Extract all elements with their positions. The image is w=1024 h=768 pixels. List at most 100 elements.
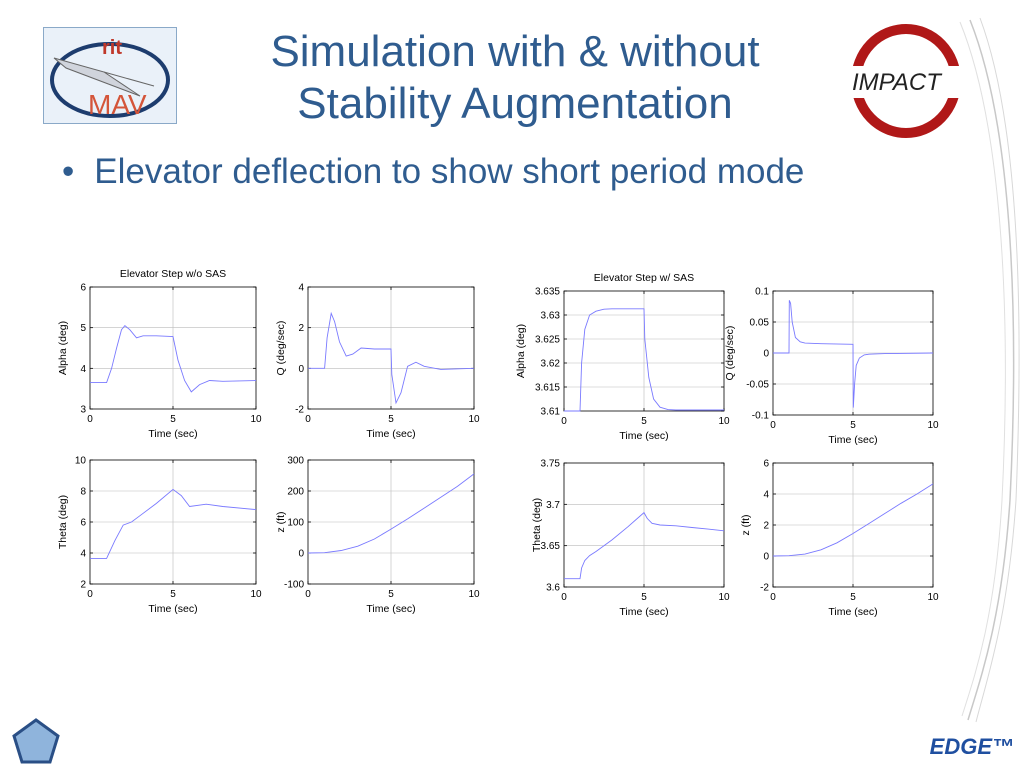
y-tick-label: 0.05 bbox=[750, 318, 770, 329]
y-tick-label: 3.63 bbox=[541, 311, 561, 322]
edge-brand: EDGE™ bbox=[929, 734, 1014, 759]
bullet-point: • Elevator deflection to show short perio… bbox=[62, 152, 804, 192]
x-tick-label: 10 bbox=[927, 420, 939, 431]
x-tick-label: 5 bbox=[641, 416, 647, 427]
y-tick-label: 3.65 bbox=[541, 541, 561, 552]
x-tick-label: 10 bbox=[250, 414, 262, 425]
y-tick-label: 2 bbox=[763, 521, 769, 532]
y-tick-label: 0 bbox=[763, 552, 769, 563]
x-tick-label: 5 bbox=[170, 414, 176, 425]
slide-title: Simulation with & without Stability Augm… bbox=[200, 26, 830, 130]
series-line-0 bbox=[90, 488, 257, 559]
y-tick-label: 10 bbox=[75, 456, 87, 467]
x-axis-label: Time (sec) bbox=[148, 428, 197, 440]
x-tick-label: 0 bbox=[87, 589, 93, 600]
x-axis-label: Time (sec) bbox=[148, 603, 197, 615]
x-axis-label: Time (sec) bbox=[366, 428, 415, 440]
x-tick-label: 5 bbox=[850, 592, 856, 603]
y-tick-label: 0 bbox=[298, 549, 304, 560]
y-tick-label: 4 bbox=[298, 283, 304, 294]
chart-title: Elevator Step w/ SAS bbox=[594, 272, 694, 284]
y-tick-label: 3.7 bbox=[546, 500, 560, 511]
x-tick-label: 5 bbox=[388, 589, 394, 600]
y-axis-label: Alpha (deg) bbox=[57, 321, 69, 375]
x-tick-label: 0 bbox=[87, 414, 93, 425]
x-tick-label: 10 bbox=[468, 589, 480, 600]
y-tick-label: 200 bbox=[287, 487, 304, 498]
logo-mav-text: MAV bbox=[88, 89, 147, 120]
y-tick-label: 3.635 bbox=[535, 287, 560, 298]
pentagon-nav-icon[interactable] bbox=[12, 718, 60, 764]
y-tick-label: 3.75 bbox=[541, 459, 561, 470]
x-tick-label: 0 bbox=[770, 592, 776, 603]
series-line-0 bbox=[773, 300, 934, 408]
logo-impact-text: IMPACT bbox=[852, 69, 943, 96]
impact-logo: IMPACT bbox=[848, 22, 963, 140]
y-tick-label: 3.6 bbox=[546, 583, 560, 594]
x-tick-label: 10 bbox=[250, 589, 262, 600]
y-tick-label: 6 bbox=[80, 283, 86, 294]
chart-0: 0 5 10 3 4 5 6 Time (sec) Alpha (deg) Elevator St… bbox=[57, 268, 262, 440]
x-tick-label: 0 bbox=[305, 414, 311, 425]
x-tick-label: 0 bbox=[561, 592, 567, 603]
bullet-dot: • bbox=[62, 152, 75, 191]
x-tick-label: 10 bbox=[927, 592, 939, 603]
y-tick-label: 100 bbox=[287, 518, 304, 529]
y-tick-label: 5 bbox=[80, 323, 86, 334]
series-line-0 bbox=[564, 511, 725, 580]
chart-4: 0 5 10 3.61 3.615 3.62 3.625 3.63 3.635 Time (sec… bbox=[515, 272, 730, 442]
y-tick-label: 6 bbox=[763, 459, 769, 470]
x-tick-label: 0 bbox=[305, 589, 311, 600]
y-tick-label: -100 bbox=[284, 580, 304, 591]
title-line-2: Stability Augmentation bbox=[297, 79, 733, 128]
y-tick-label: 3.62 bbox=[541, 359, 561, 370]
title-line-1: Simulation with & without bbox=[270, 27, 760, 76]
series-line-0 bbox=[564, 308, 724, 412]
y-tick-label: 2 bbox=[298, 323, 304, 334]
y-tick-label: 0 bbox=[298, 364, 304, 375]
y-tick-label: 3 bbox=[80, 405, 86, 416]
x-tick-label: 10 bbox=[718, 592, 730, 603]
y-tick-label: 2 bbox=[80, 580, 86, 591]
rit-mav-logo: rit MAV bbox=[43, 27, 177, 124]
y-axis-label: Q (deg/sec) bbox=[275, 321, 287, 376]
series-line-0 bbox=[90, 324, 257, 393]
x-tick-label: 0 bbox=[561, 416, 567, 427]
chart-title: Elevator Step w/o SAS bbox=[120, 268, 226, 280]
bullet-text: Elevator deflection to show short period… bbox=[94, 152, 805, 191]
logo-rit-text: rit bbox=[102, 37, 122, 59]
y-tick-label: 0.1 bbox=[755, 287, 769, 298]
y-tick-label: 8 bbox=[80, 487, 86, 498]
x-tick-label: 5 bbox=[388, 414, 394, 425]
y-axis-label: Theta (deg) bbox=[57, 495, 69, 549]
y-tick-label: 3.615 bbox=[535, 383, 560, 394]
y-tick-label: -0.1 bbox=[752, 411, 770, 422]
x-tick-label: 10 bbox=[468, 414, 480, 425]
y-axis-label: Q (deg/sec) bbox=[724, 326, 736, 381]
x-tick-label: 0 bbox=[770, 420, 776, 431]
y-tick-label: 4 bbox=[80, 549, 86, 560]
y-tick-label: 4 bbox=[80, 364, 86, 375]
y-axis-label: z (ft) bbox=[275, 512, 287, 533]
y-axis-label: z (ft) bbox=[740, 515, 752, 536]
y-axis-label: Theta (deg) bbox=[531, 498, 543, 552]
chart-2: 0 5 10 2 4 6 8 10 Time (sec) Theta (deg) bbox=[57, 456, 262, 616]
y-tick-label: -2 bbox=[760, 583, 769, 594]
x-axis-label: Time (sec) bbox=[366, 603, 415, 615]
series-line-0 bbox=[308, 311, 475, 405]
y-tick-label: -0.05 bbox=[746, 380, 769, 391]
x-tick-label: 5 bbox=[641, 592, 647, 603]
chart-6: 0 5 10 3.6 3.65 3.7 3.75 Time (sec) Theta (deg) bbox=[531, 459, 730, 619]
x-axis-label: Time (sec) bbox=[619, 430, 668, 442]
y-tick-label: -2 bbox=[295, 405, 304, 416]
x-axis-label: Time (sec) bbox=[619, 606, 668, 618]
y-tick-label: 6 bbox=[80, 518, 86, 529]
series-line-0 bbox=[307, 473, 475, 554]
page-curl-decoration bbox=[959, 17, 1020, 723]
series-line-0 bbox=[772, 483, 934, 557]
x-axis-label: Time (sec) bbox=[828, 606, 877, 618]
